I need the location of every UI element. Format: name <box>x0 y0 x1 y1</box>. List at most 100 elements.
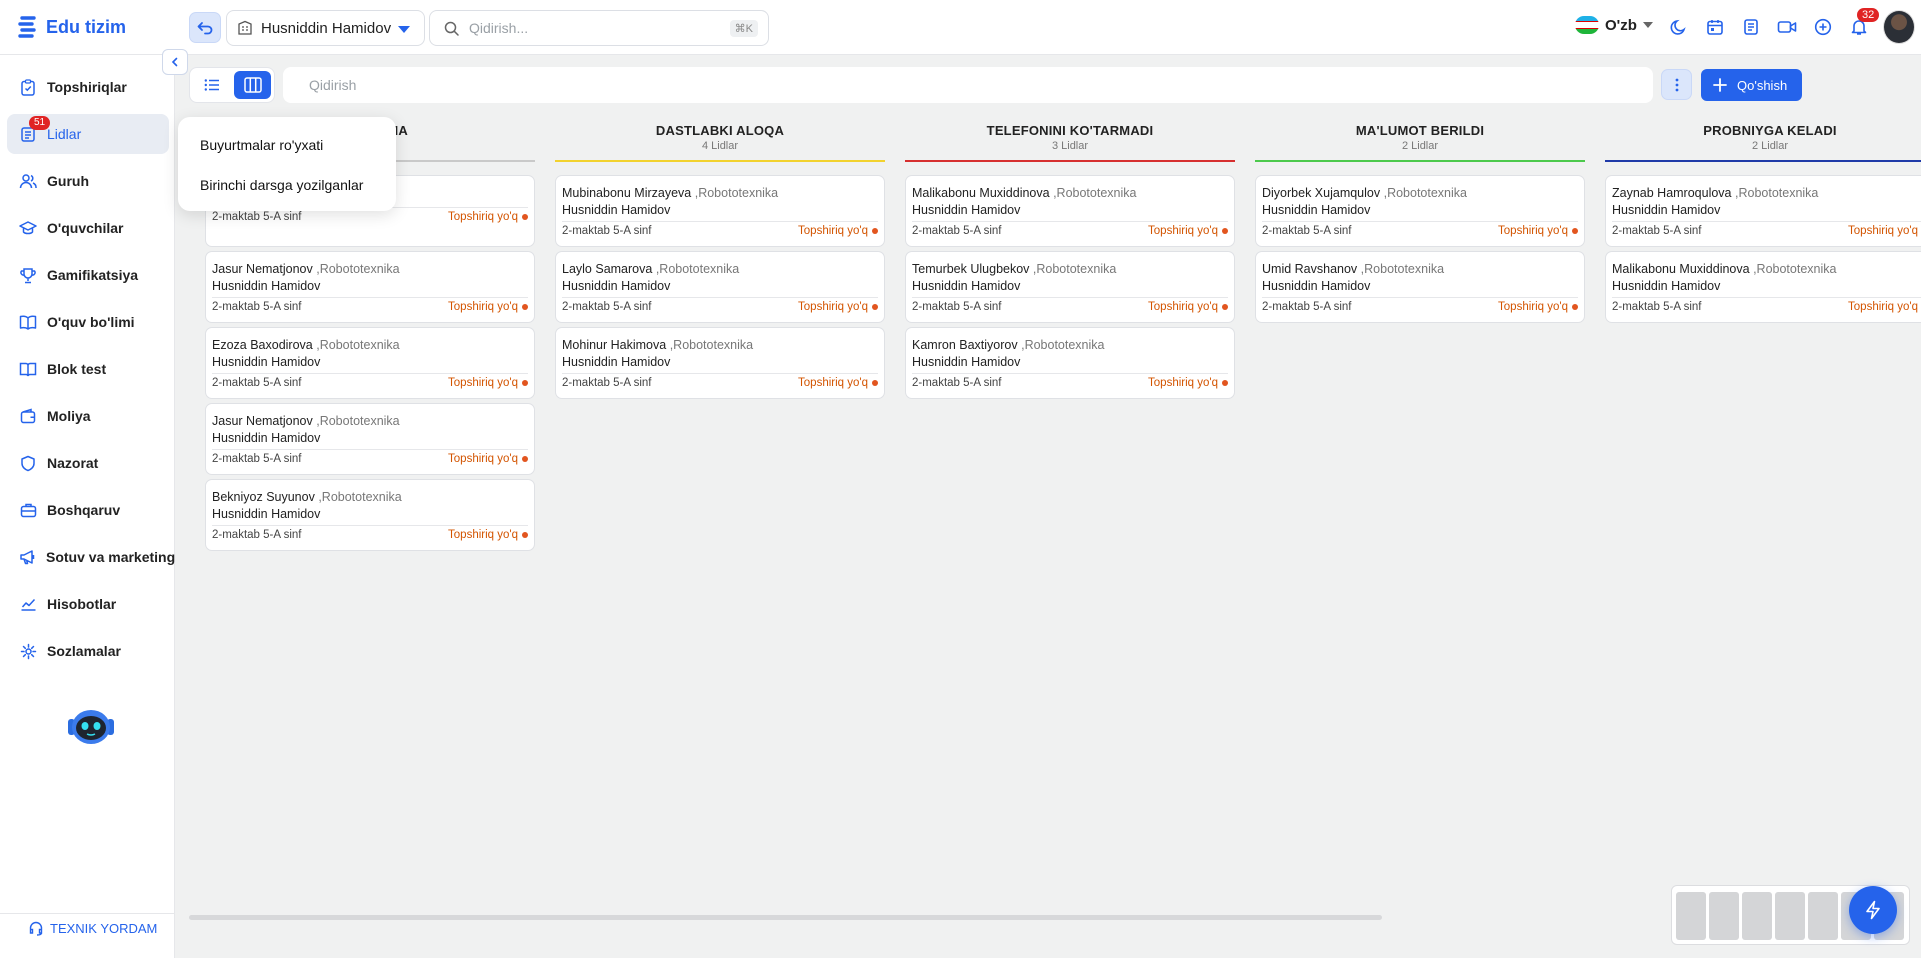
lead-course: ,Robototexnika <box>316 262 400 276</box>
column-header: MA'LUMOT BERILDI 2 Lidlar <box>1255 120 1585 162</box>
lead-card[interactable]: Zaynab Hamroqulova ,Robototexnika Husnid… <box>1605 175 1921 247</box>
sidebar-item-gamifikatsiya[interactable]: Gamifikatsiya <box>7 255 169 295</box>
sidebar-item-label: Gamifikatsiya <box>47 267 139 283</box>
undo-icon <box>197 21 213 34</box>
lead-task-status: Topshiriq yo'q <box>1148 225 1218 237</box>
view-toggle <box>189 67 275 103</box>
sidebar-item-boshqaruv[interactable]: Boshqaruv <box>7 490 169 530</box>
kanban-view-button[interactable] <box>234 71 271 99</box>
sidebar-item-topshiriqlar[interactable]: Topshiriqlar <box>7 67 169 107</box>
quick-action-button[interactable] <box>1849 886 1897 934</box>
sidebar-item-label: Sotuv va marketing <box>46 549 176 565</box>
document-icon[interactable] <box>1740 16 1762 38</box>
list-icon <box>19 125 37 143</box>
status-dot-icon <box>522 214 528 220</box>
graduation-cap-icon <box>19 219 37 237</box>
user-avatar[interactable] <box>1883 10 1915 44</box>
lead-task-status: Topshiriq yo'q <box>448 453 518 465</box>
lead-card[interactable]: Bekniyoz Suyunov ,Robototexnika Husniddi… <box>205 479 535 551</box>
lead-teacher: Husniddin Hamidov <box>1612 279 1921 298</box>
status-dot-icon <box>522 456 528 462</box>
support-link[interactable]: TEXNIK YORDAM <box>28 920 157 936</box>
robot-assistant-icon[interactable] <box>64 705 118 749</box>
lead-card[interactable]: Mohinur Hakimova ,Robototexnika Husniddi… <box>555 327 885 399</box>
menu-item-orders-list[interactable]: Buyurtmalar ro'yxati <box>200 137 324 153</box>
dock-slot[interactable] <box>1709 892 1739 940</box>
megaphone-icon <box>19 548 36 566</box>
calendar-icon[interactable] <box>1704 16 1726 38</box>
sidebar-item-hisobotlar[interactable]: Hisobotlar <box>7 584 169 624</box>
add-lead-button[interactable]: Qo'shish <box>1701 69 1802 101</box>
lead-school: 2-maktab 5-A sinf <box>212 377 302 389</box>
moon-icon[interactable] <box>1668 16 1690 38</box>
sidebar-item-label: Hisobotlar <box>47 596 117 612</box>
lead-card[interactable]: Ezoza Baxodirova ,Robototexnika Husniddi… <box>205 327 535 399</box>
lead-course: ,Robototexnika <box>1753 262 1837 276</box>
branch-select[interactable]: Husniddin Hamidov <box>226 10 425 46</box>
lead-course: ,Robototexnika <box>1735 186 1819 200</box>
lead-card[interactable]: Temurbek Ulugbekov ,Robototexnika Husnid… <box>905 251 1235 323</box>
sidebar-item-label: Lidlar <box>47 126 82 142</box>
building-icon <box>238 20 252 35</box>
video-icon[interactable] <box>1776 16 1798 38</box>
list-view-button[interactable] <box>193 71 230 99</box>
undo-button[interactable] <box>189 12 221 43</box>
search-shortcut: ⌘K <box>729 20 758 37</box>
column-count: 2 Lidlar <box>1401 140 1439 152</box>
lead-card[interactable]: Laylo Samarova ,Robototexnika Husniddin … <box>555 251 885 323</box>
lead-teacher: Husniddin Hamidov <box>1262 203 1578 222</box>
collapse-sidebar-button[interactable] <box>162 49 188 75</box>
kanban-column: PROBNIYGA KELADI 2 Lidlar Zaynab Hamroqu… <box>1605 120 1921 323</box>
plus-circle-icon[interactable] <box>1812 16 1834 38</box>
lead-name: Temurbek Ulugbekov <box>912 262 1030 276</box>
status-dot-icon <box>1572 228 1578 234</box>
sidebar-item-blok-test[interactable]: Blok test <box>7 349 169 389</box>
sidebar-item-moliya[interactable]: Moliya <box>7 396 169 436</box>
lead-course: ,Robototexnika <box>316 338 400 352</box>
dock-slot[interactable] <box>1676 892 1706 940</box>
book-open-icon <box>19 313 37 331</box>
column-count: 4 Lidlar <box>701 140 739 152</box>
sidebar-item-label: Sozlamalar <box>47 643 121 659</box>
lead-card[interactable]: Kamron Baxtiyorov ,Robototexnika Husnidd… <box>905 327 1235 399</box>
lead-school: 2-maktab 5-A sinf <box>212 211 302 223</box>
lead-card[interactable]: Malikabonu Muxiddinova ,Robototexnika Hu… <box>905 175 1235 247</box>
users-icon <box>19 172 37 190</box>
lead-card[interactable]: Jasur Nematjonov ,Robototexnika Husniddi… <box>205 403 535 475</box>
lead-name: Mohinur Hakimova <box>562 338 667 352</box>
horizontal-scrollbar[interactable] <box>189 915 1382 920</box>
board-search-input[interactable]: Qidirish <box>283 67 1653 103</box>
search-icon <box>444 21 459 36</box>
lead-card[interactable]: Diyorbek Xujamqulov ,Robototexnika Husni… <box>1255 175 1585 247</box>
dock-slot[interactable] <box>1742 892 1772 940</box>
sidebar-item-lidlar[interactable]: 51 Lidlar <box>7 114 169 154</box>
column-header: DASTLABKI ALOQA 4 Lidlar <box>555 120 885 162</box>
sidebar-item-sozlamalar[interactable]: Sozlamalar <box>7 631 169 671</box>
dock-slot[interactable] <box>1808 892 1838 940</box>
lead-card[interactable]: Umid Ravshanov ,Robototexnika Husniddin … <box>1255 251 1585 323</box>
lead-card[interactable]: Malikabonu Muxiddinova ,Robototexnika Hu… <box>1605 251 1921 323</box>
sidebar-item-label: O'quv bo'limi <box>47 314 135 330</box>
global-search-input[interactable]: Qidirish... ⌘K <box>429 10 769 46</box>
language-select[interactable]: O'zb <box>1575 16 1653 34</box>
dots-vertical-icon <box>1675 78 1678 91</box>
lead-name: Bekniyoz Suyunov <box>212 490 315 504</box>
lead-school: 2-maktab 5-A sinf <box>912 377 1002 389</box>
app-logo[interactable]: Edu tizim <box>18 15 126 39</box>
sidebar-item-oquv-bolimi[interactable]: O'quv bo'limi <box>7 302 169 342</box>
status-dot-icon <box>872 228 878 234</box>
sidebar-item-sotuv-va-marketing[interactable]: Sotuv va marketing <box>7 537 175 577</box>
dock-slot[interactable] <box>1775 892 1805 940</box>
lead-card[interactable]: Jasur Nematjonov ,Robototexnika Husniddi… <box>205 251 535 323</box>
sidebar-item-oquvchilar[interactable]: O'quvchilar <box>7 208 169 248</box>
sidebar-item-guruh[interactable]: Guruh <box>7 161 169 201</box>
lead-school: 2-maktab 5-A sinf <box>1612 225 1702 237</box>
sidebar-item-label: Topshiriqlar <box>47 79 127 95</box>
column-title: MA'LUMOT BERILDI <box>1355 123 1485 138</box>
lead-task-status: Topshiriq yo'q <box>1498 225 1568 237</box>
menu-item-first-lesson[interactable]: Birinchi darsga yozilganlar <box>200 177 364 193</box>
lead-teacher: Husniddin Hamidov <box>912 203 1228 222</box>
sidebar-item-nazorat[interactable]: Nazorat <box>7 443 169 483</box>
lead-card[interactable]: Mubinabonu Mirzayeva ,Robototexnika Husn… <box>555 175 885 247</box>
more-options-button[interactable] <box>1661 69 1692 100</box>
